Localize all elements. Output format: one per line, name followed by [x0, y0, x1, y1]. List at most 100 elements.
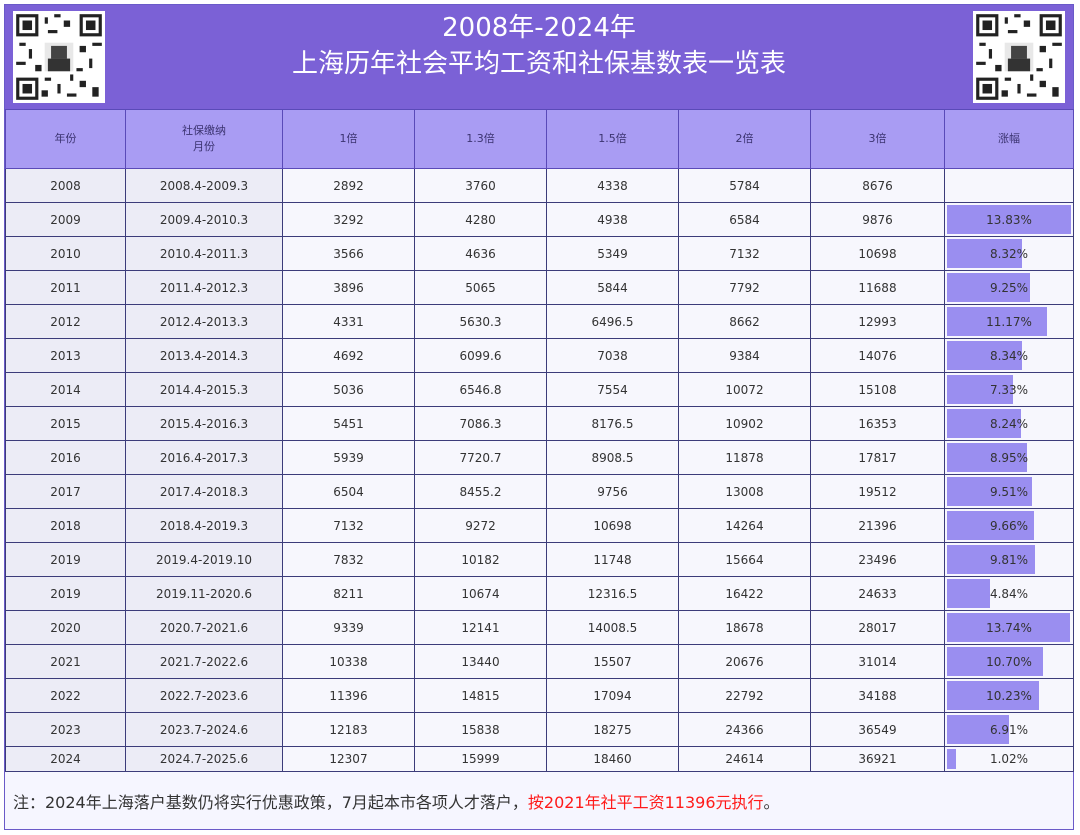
growth-cell: 1.02%: [944, 746, 1074, 772]
col-header-period: 社保缴纳 月份: [125, 109, 283, 169]
base-2x-cell: 10902: [678, 406, 811, 441]
table-row: 2022 2022.7-2023.6 11396 14815 17094 22792 341…: [5, 678, 1074, 713]
base-2x-cell: 13008: [678, 474, 811, 509]
growth-cell: 11.17%: [944, 304, 1074, 339]
base-1-3x-cell: 4636: [414, 236, 547, 271]
qr-code-icon: [973, 11, 1065, 103]
growth-bar: [947, 375, 1013, 404]
base-1x-cell: 7832: [282, 542, 415, 577]
period-cell: 2019.4-2019.10: [125, 542, 283, 577]
period-cell: 2022.7-2023.6: [125, 678, 283, 713]
year-cell: 2023: [5, 712, 126, 747]
base-1-5x-cell: 17094: [546, 678, 679, 713]
base-3x-cell: 36921: [810, 746, 945, 772]
period-cell: 2015.4-2016.3: [125, 406, 283, 441]
growth-bar: [947, 715, 1009, 744]
base-2x-cell: 7132: [678, 236, 811, 271]
growth-bar: [947, 239, 1022, 268]
period-cell: 2024.7-2025.6: [125, 746, 283, 772]
period-cell: 2010.4-2011.3: [125, 236, 283, 271]
base-1-3x-cell: 6099.6: [414, 338, 547, 373]
page-subtitle: 上海历年社会平均工资和社保基数表一览表: [291, 49, 786, 79]
qr-code-icon: [13, 11, 105, 103]
growth-bar: [947, 273, 1030, 302]
base-3x-cell: 34188: [810, 678, 945, 713]
growth-cell: 7.33%: [944, 372, 1074, 407]
period-cell: 2011.4-2012.3: [125, 270, 283, 305]
period-cell: 2009.4-2010.3: [125, 202, 283, 237]
growth-cell: 13.83%: [944, 202, 1074, 237]
base-3x-cell: 28017: [810, 610, 945, 645]
growth-cell: 10.70%: [944, 644, 1074, 679]
base-1-5x-cell: 9756: [546, 474, 679, 509]
year-cell: 2014: [5, 372, 126, 407]
base-1-5x-cell: 5844: [546, 270, 679, 305]
col-header-period-line2: 月份: [193, 140, 215, 153]
base-1-5x-cell: 4938: [546, 202, 679, 237]
growth-cell: 4.84%: [944, 576, 1074, 611]
growth-bar: [947, 545, 1035, 574]
growth-cell: 6.91%: [944, 712, 1074, 747]
growth-value: 9.51%: [989, 484, 1029, 499]
base-1-5x-cell: 5349: [546, 236, 679, 271]
period-cell: 2013.4-2014.3: [125, 338, 283, 373]
growth-value: 13.74%: [986, 620, 1032, 635]
title-banner: 2008年-2024年 上海历年社会平均工资和社保基数表一览表: [5, 5, 1073, 109]
base-1x-cell: 4331: [282, 304, 415, 339]
year-cell: 2016: [5, 440, 126, 475]
growth-bar: [947, 205, 1071, 234]
growth-bar: [947, 511, 1034, 540]
base-1-3x-cell: 15999: [414, 746, 547, 772]
growth-cell: 8.32%: [944, 236, 1074, 271]
base-1-5x-cell: 6496.5: [546, 304, 679, 339]
growth-value: 8.24%: [989, 416, 1029, 431]
table-card: 2008年-2024年 上海历年社会平均工资和社保基数表一览表: [4, 4, 1074, 830]
growth-value: 10.70%: [986, 654, 1032, 669]
base-1-3x-cell: 10182: [414, 542, 547, 577]
base-1-5x-cell: 7554: [546, 372, 679, 407]
base-1x-cell: 11396: [282, 678, 415, 713]
period-cell: 2014.4-2015.3: [125, 372, 283, 407]
base-3x-cell: 23496: [810, 542, 945, 577]
table-row: 2012 2012.4-2013.3 4331 5630.3 6496.5 8662 129…: [5, 304, 1074, 339]
period-cell: 2017.4-2018.3: [125, 474, 283, 509]
year-cell: 2019: [5, 542, 126, 577]
year-cell: 2018: [5, 508, 126, 543]
growth-cell: 9.25%: [944, 270, 1074, 305]
base-1x-cell: 7132: [282, 508, 415, 543]
year-cell: 2011: [5, 270, 126, 305]
growth-value: 8.95%: [989, 450, 1029, 465]
growth-cell: 8.24%: [944, 406, 1074, 441]
base-1-5x-cell: 18275: [546, 712, 679, 747]
table-row: 2023 2023.7-2024.6 12183 15838 18275 24366 365…: [5, 712, 1074, 747]
growth-cell: 13.74%: [944, 610, 1074, 645]
base-2x-cell: 7792: [678, 270, 811, 305]
base-3x-cell: 10698: [810, 236, 945, 271]
growth-value: 11.17%: [986, 314, 1032, 329]
table-row: 2008 2008.4-2009.3 2892 3760 4338 5784 8676: [5, 168, 1074, 203]
period-cell: 2023.7-2024.6: [125, 712, 283, 747]
base-1-5x-cell: 15507: [546, 644, 679, 679]
base-3x-cell: 17817: [810, 440, 945, 475]
base-1-5x-cell: 7038: [546, 338, 679, 373]
growth-bar: [947, 613, 1071, 642]
footnote: 注：2024年上海落户基数仍将实行优惠政策，7月起本市各项人才落户，按2021年…: [5, 783, 1073, 829]
growth-cell: 9.66%: [944, 508, 1074, 543]
base-3x-cell: 15108: [810, 372, 945, 407]
growth-bar: [947, 647, 1043, 676]
base-2x-cell: 16422: [678, 576, 811, 611]
growth-value: 7.33%: [989, 382, 1029, 397]
base-1-3x-cell: 10674: [414, 576, 547, 611]
base-3x-cell: 36549: [810, 712, 945, 747]
col-header-1x: 1倍: [282, 109, 415, 169]
year-cell: 2013: [5, 338, 126, 373]
year-cell: 2015: [5, 406, 126, 441]
year-cell: 2020: [5, 610, 126, 645]
growth-bar: [947, 409, 1021, 438]
growth-bar: [947, 477, 1033, 506]
base-2x-cell: 8662: [678, 304, 811, 339]
base-1-3x-cell: 7720.7: [414, 440, 547, 475]
base-1-5x-cell: 8176.5: [546, 406, 679, 441]
year-cell: 2010: [5, 236, 126, 271]
growth-cell: [944, 168, 1074, 203]
